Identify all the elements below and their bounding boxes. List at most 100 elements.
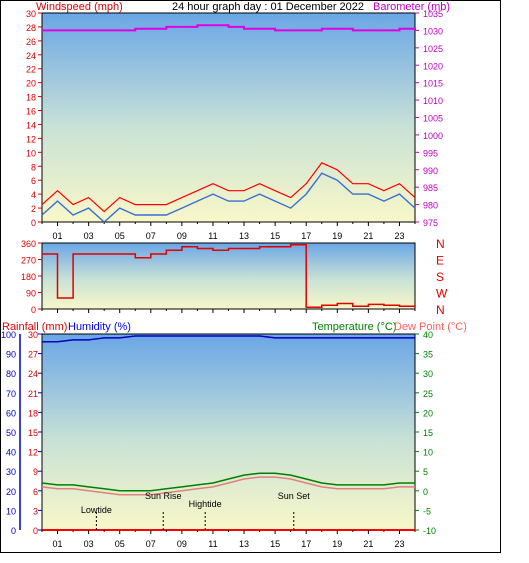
- wind-y-tick-label: 22: [26, 65, 36, 75]
- dewpoint-line: [41, 476, 415, 496]
- baro-y-tick-label: 1025: [423, 44, 443, 54]
- temperature-line: [41, 472, 415, 492]
- baro-y-tick-label: 980: [423, 201, 438, 211]
- temp-y-tick-label: 5: [423, 467, 428, 477]
- compass-label: N: [436, 237, 445, 251]
- dir-y-tick-label: 180: [21, 272, 36, 282]
- temp-y-tick-label: 25: [423, 389, 433, 399]
- x-tick-label: 07: [146, 231, 156, 241]
- direction-line: [42, 244, 416, 308]
- rain-y-tick-label: 18: [28, 408, 38, 418]
- wind-y-tick-label: 4: [31, 190, 36, 200]
- direction-panel: [41, 242, 416, 310]
- wind-y-tick-label: 2: [31, 204, 36, 214]
- wind-y-tick-label: 18: [26, 93, 36, 103]
- wind-y-tick-label: 6: [31, 176, 36, 186]
- x-tick-label: 01: [53, 539, 63, 549]
- x-tick-label: 15: [270, 231, 280, 241]
- dir-y-tick-label: 270: [21, 256, 36, 266]
- rainfall-label: Rainfall (mm): [2, 321, 67, 333]
- dir-y-tick-label: 360: [21, 239, 36, 249]
- baro-y-tick-label: 1035: [423, 9, 443, 19]
- windspeed-label: Windspeed (mph): [36, 1, 123, 13]
- temperature-label: Temperature (°C): [312, 321, 396, 333]
- x-tick-label: 01: [53, 231, 63, 241]
- x-tick-label: 03: [84, 539, 94, 549]
- temp-panel: [41, 333, 416, 531]
- temp-y-tick-label: 35: [423, 350, 433, 360]
- compass-label: N: [436, 303, 445, 317]
- humidity-y-tick-label: 90: [6, 350, 16, 360]
- x-tick-label: 23: [394, 539, 404, 549]
- baro-y-tick-label: 995: [423, 148, 438, 158]
- rain-y-tick-label: 24: [28, 369, 38, 379]
- rain-y-tick-label: 0: [33, 526, 38, 536]
- wind-y-tick-label: 26: [26, 37, 36, 47]
- x-tick-label: 23: [394, 231, 404, 241]
- wind-y-tick-label: 28: [26, 23, 36, 33]
- rain-y-tick-label: 12: [28, 448, 38, 458]
- humidity-label: Humidity (%): [68, 321, 131, 333]
- wind-panel: [41, 12, 416, 223]
- wind-y-tick-label: 30: [26, 9, 36, 19]
- dir-y-tick-label: 0: [31, 305, 36, 315]
- x-tick-label: 19: [332, 539, 342, 549]
- baro-y-tick-label: 1015: [423, 79, 443, 89]
- temp-y-tick-label: 40: [423, 330, 433, 340]
- temp-y-tick-label: 20: [423, 408, 433, 418]
- baro-y-tick-label: 1005: [423, 114, 443, 124]
- x-tick-label: 05: [115, 539, 125, 549]
- rain-y-tick-label: 15: [28, 428, 38, 438]
- gust-line: [41, 162, 416, 213]
- wind-y-tick-label: 8: [31, 162, 36, 172]
- compass-label: S: [436, 270, 444, 284]
- x-tick-label: 11: [208, 539, 217, 549]
- x-tick-label: 07: [146, 539, 156, 549]
- x-tick-label: 13: [239, 539, 249, 549]
- dir-y-tick-label: 90: [26, 289, 36, 299]
- rain-y-tick-label: 3: [33, 506, 38, 516]
- x-tick-label: 21: [363, 539, 373, 549]
- chart-title: 24 hour graph day : 01 December 2022: [172, 1, 364, 13]
- rain-y-tick-label: 30: [28, 330, 38, 340]
- barometer-label: Barometer (mb): [373, 1, 450, 13]
- humidity-y-tick-label: 50: [6, 428, 16, 438]
- temp-y-tick-label: 30: [423, 369, 433, 379]
- wind-y-tick-label: 10: [26, 148, 36, 158]
- x-tick-label: 09: [177, 539, 187, 549]
- humidity-y-tick-label: 30: [6, 467, 16, 477]
- rain-y-tick-label: 21: [28, 389, 38, 399]
- annotation-label: Sun Rise: [145, 491, 182, 501]
- compass-label: W: [436, 287, 448, 301]
- x-tick-label: 03: [84, 231, 94, 241]
- barometer-line: [42, 24, 416, 32]
- temp-y-tick-label: 15: [423, 428, 433, 438]
- humidity-y-tick-label: 60: [6, 408, 16, 418]
- wind-y-tick-label: 14: [26, 120, 36, 130]
- temp-y-tick-label: -5: [423, 506, 431, 516]
- x-tick-label: 05: [115, 231, 125, 241]
- humidity-y-tick-label: 40: [6, 448, 16, 458]
- x-tick-label: 09: [177, 231, 187, 241]
- temp-y-tick-label: 10: [423, 448, 433, 458]
- x-tick-label: 13: [239, 231, 249, 241]
- wind-y-tick-label: 24: [26, 51, 36, 61]
- baro-y-tick-label: 1010: [423, 96, 443, 106]
- wind-y-tick-label: 12: [26, 134, 36, 144]
- humidity-y-tick-label: 80: [6, 369, 16, 379]
- x-tick-label: 15: [270, 539, 280, 549]
- humidity-y-tick-label: 100: [1, 330, 16, 340]
- humidity-y-tick-label: 0: [11, 526, 16, 536]
- baro-y-tick-label: 990: [423, 166, 438, 176]
- rain-y-tick-label: 27: [28, 350, 38, 360]
- x-tick-label: 17: [301, 231, 311, 241]
- humidity-line: [42, 335, 415, 343]
- x-tick-label: 11: [208, 231, 217, 241]
- x-tick-label: 17: [301, 539, 311, 549]
- x-tick-label: 21: [363, 231, 373, 241]
- humidity-y-tick-label: 10: [6, 506, 16, 516]
- annotation-label: Sun Set: [278, 491, 311, 501]
- temp-y-tick-label: 0: [423, 487, 428, 497]
